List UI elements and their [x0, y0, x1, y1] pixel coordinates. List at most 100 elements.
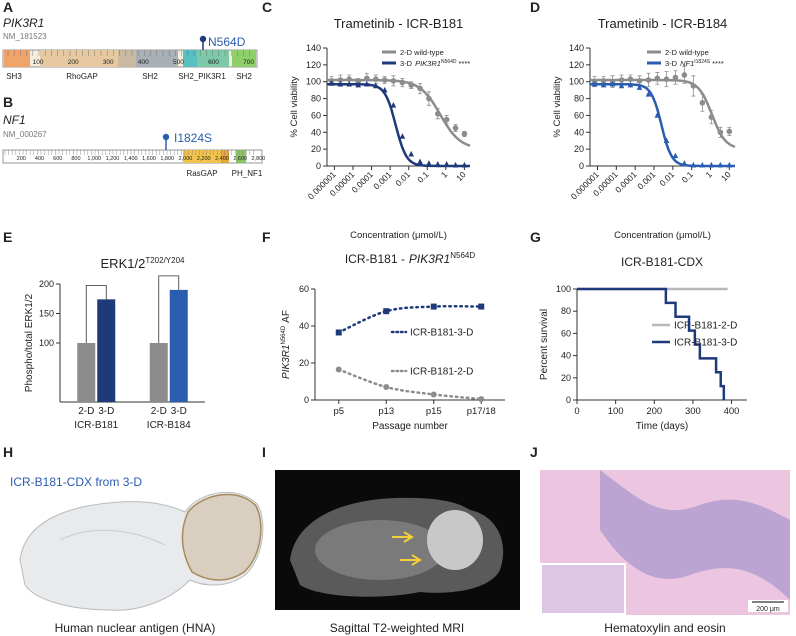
group-label: ICR-B184 — [147, 420, 191, 431]
x-tick-label: 300 — [685, 406, 701, 417]
data-point — [600, 78, 607, 84]
x-tick-label: 400 — [724, 406, 740, 417]
x-tick-label: 1 — [703, 169, 714, 180]
x-tick-label: 0.01 — [393, 169, 412, 188]
bar — [149, 343, 168, 402]
data-point — [335, 329, 342, 336]
y-tick-label: 100 — [306, 77, 321, 87]
y-axis-label: Percent survival — [539, 309, 550, 380]
x-tick-label: 0.01 — [657, 169, 676, 188]
y-tick-label: 60 — [299, 284, 309, 294]
x-axis-label: Concentration (μmol/L) — [350, 230, 447, 241]
legend-label: ICR-B181-2-D — [410, 367, 473, 378]
data-point — [478, 303, 485, 310]
bracket — [85, 284, 107, 343]
domain-label: RasGAP — [186, 169, 217, 178]
legend-label-part: PIK3R1 — [415, 59, 441, 68]
caption: Human nuclear antigen (HNA) — [55, 621, 216, 635]
fit-curve — [327, 82, 470, 168]
lollipop-head — [199, 35, 207, 43]
y-tick-label: 80 — [574, 94, 584, 104]
y-tick-label: 60 — [311, 110, 321, 120]
data-point — [435, 110, 441, 117]
legend-label-part: 3-D — [400, 59, 413, 68]
panel-letter: J — [530, 444, 538, 460]
data-point — [663, 137, 670, 144]
legend-label: 2-D wild-type — [665, 48, 709, 57]
gene-name: NF1 — [3, 113, 26, 127]
data-point — [636, 84, 643, 90]
inset — [540, 563, 626, 615]
panel-letter: A — [3, 0, 13, 15]
x-tick-label: p17/18 — [467, 406, 496, 417]
x-tick-label: 10 — [454, 169, 468, 183]
ruler-label: 2,600 — [233, 156, 247, 162]
ruler-label: 600 — [53, 156, 62, 162]
y-tick-label: 100 — [39, 338, 54, 348]
x-tick-label: 0.001 — [635, 169, 657, 191]
data-point — [672, 152, 679, 159]
domain — [4, 50, 30, 67]
chart-title: Trametinib - ICR-B181 — [334, 16, 464, 31]
legend-label-part: NF1 — [680, 59, 694, 68]
data-point — [383, 308, 390, 315]
chart-title: ICR-B181-CDX — [621, 255, 703, 269]
x-tick-label: 200 — [646, 406, 662, 417]
y-tick-label: 80 — [311, 94, 321, 104]
ruler-label: 100 — [33, 59, 44, 66]
x-tick-label: 2-D — [151, 406, 167, 417]
ruler-label: 600 — [208, 59, 219, 66]
data-point — [346, 76, 353, 82]
x-tick-label: p15 — [426, 406, 442, 417]
data-point — [645, 77, 652, 83]
data-point — [452, 125, 459, 131]
data-point — [390, 102, 397, 108]
group-label: ICR-B181 — [74, 420, 118, 431]
data-point — [654, 112, 661, 118]
panel-letter: F — [262, 229, 271, 245]
y-tick-label: 20 — [311, 144, 321, 154]
ruler-label: 1,800 — [160, 156, 174, 162]
data-point — [726, 128, 733, 135]
ruler-label: 400 — [138, 59, 149, 66]
image-title: ICR-B181-CDX from 3-D — [10, 475, 142, 489]
bar — [97, 299, 116, 402]
domain — [136, 50, 178, 67]
y-tick-label: 140 — [306, 43, 321, 53]
data-point — [627, 81, 634, 88]
y-axis-label-part: N564D — [281, 325, 287, 344]
legend-label-part: **** — [459, 59, 471, 68]
data-point — [337, 80, 344, 87]
mutation-label: I1824S — [174, 131, 212, 145]
y-tick-label: 60 — [561, 328, 571, 338]
x-tick-label: p5 — [333, 406, 344, 417]
y-tick-label: 40 — [561, 351, 571, 361]
data-point — [681, 72, 688, 78]
caption: Sagittal T2-weighted MRI — [330, 621, 465, 635]
domain — [197, 50, 229, 67]
y-tick-label: 100 — [569, 77, 584, 87]
legend-label: 2-D wild-type — [400, 48, 444, 57]
data-point — [627, 76, 634, 82]
trend-line — [337, 368, 483, 401]
x-tick-label: 3-D — [98, 406, 114, 417]
data-point — [408, 82, 415, 88]
data-point — [609, 80, 616, 87]
y-axis-label: Phospho/total ERK1/2 — [24, 293, 35, 392]
y-tick-label: 0 — [316, 161, 321, 171]
y-axis-label: PIK3R1N564D AF — [281, 310, 292, 379]
data-point — [708, 161, 715, 168]
data-point — [699, 99, 706, 106]
transcript-id: NM_000267 — [3, 130, 47, 139]
data-point — [355, 81, 361, 88]
panel-letter: D — [530, 0, 540, 15]
arrow — [400, 554, 422, 566]
ruler-label: 1,000 — [87, 156, 101, 162]
data-point — [645, 91, 652, 97]
data-point — [452, 161, 459, 168]
fit-curve — [590, 78, 736, 149]
chart-title-part: T202/Y204 — [145, 256, 185, 265]
chart-title-part: ICR-B181 - — [345, 252, 405, 266]
bar — [169, 289, 188, 402]
domain — [118, 50, 136, 67]
